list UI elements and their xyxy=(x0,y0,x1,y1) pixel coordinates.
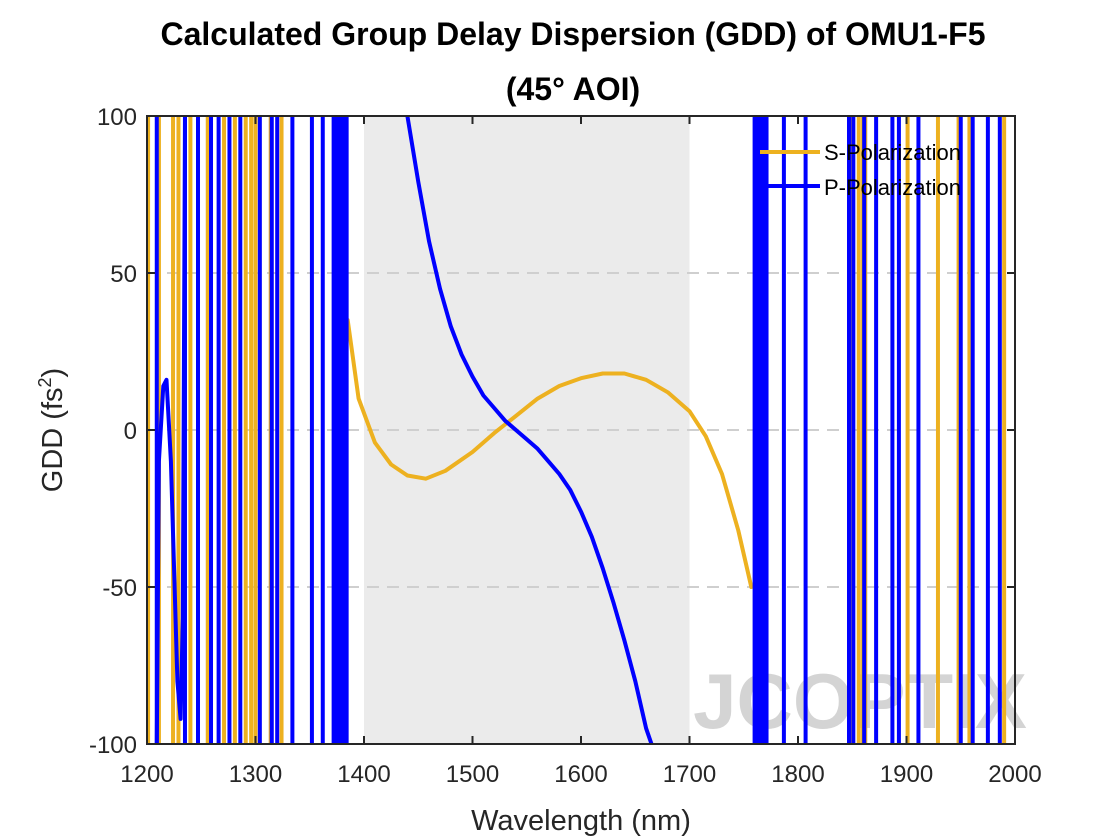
chart-title-line-2: (45° AOI) xyxy=(506,71,640,107)
chart-title-line-1: Calculated Group Delay Dispersion (GDD) … xyxy=(161,16,986,52)
x-tick-label: 1300 xyxy=(229,761,282,788)
y-tick-label: 50 xyxy=(110,261,137,288)
x-tick-label: 1200 xyxy=(120,761,173,788)
x-axis-label: Wavelength (nm) xyxy=(471,805,691,837)
y-axis-label-main: GDD (fs xyxy=(37,387,69,492)
x-tick-label: 1900 xyxy=(880,761,933,788)
x-tick-label: 2000 xyxy=(988,761,1041,788)
axis-ticks: 1200 1300 1400 1500 1600 1700 1800 1900 2000 -100… xyxy=(89,104,1042,788)
y-axis-label: GDD (fs2) xyxy=(35,368,69,492)
x-tick-label: 1600 xyxy=(554,761,607,788)
y-axis-label-close: ) xyxy=(37,368,69,378)
x-tick-label: 1500 xyxy=(446,761,499,788)
series-p-polarization xyxy=(154,116,1002,744)
y-tick-label: 0 xyxy=(124,418,137,445)
legend: S-Polarization P-Polarization xyxy=(760,140,961,200)
y-axis-label-superscript: 2 xyxy=(35,377,55,387)
x-tick-label: 1400 xyxy=(337,761,390,788)
y-tick-label: -100 xyxy=(89,732,137,759)
x-tick-label: 1700 xyxy=(663,761,716,788)
y-tick-label: 100 xyxy=(97,104,137,131)
curve-p-polarization xyxy=(405,116,654,744)
series-layer xyxy=(147,116,1007,744)
x-tick-label: 1800 xyxy=(771,761,824,788)
legend-label-s-polarization: S-Polarization xyxy=(824,140,961,165)
y-tick-label: -50 xyxy=(102,575,137,602)
lobe-p-polarization xyxy=(154,116,187,744)
legend-label-p-polarization: P-Polarization xyxy=(824,175,961,200)
curve-s-polarization xyxy=(345,318,754,589)
